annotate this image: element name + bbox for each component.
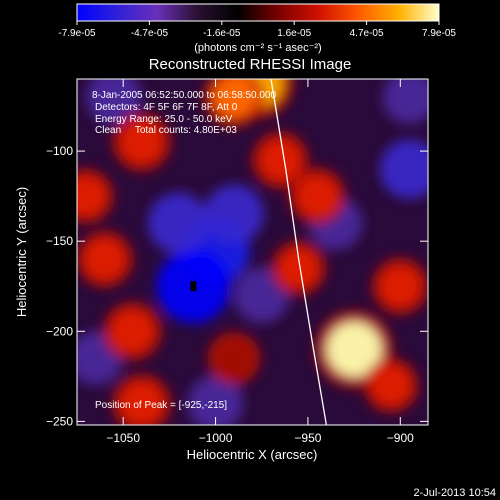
bright-region xyxy=(296,175,338,217)
x-tick-label: −1050 xyxy=(106,431,140,445)
y-axis: −100 −150 −200 −250 xyxy=(46,144,428,428)
annotation-clean-counts: Clean Total counts: 4.80E+03 xyxy=(95,125,237,136)
y-tick-label: −150 xyxy=(46,234,73,248)
bright-region xyxy=(77,176,106,216)
heatmap-area xyxy=(77,79,428,425)
colorbar-ticks: -7.9e-05 -4.7e-05 -1.6e-05 1.6e-05 4.7e-05 7.… xyxy=(58,21,456,39)
y-tick-label: −250 xyxy=(46,414,73,428)
y-tick-label: −100 xyxy=(46,144,73,158)
footer-timestamp: 2-Jul-2013 10:54 xyxy=(413,487,496,499)
annotation-peak-position: Position of Peak = [-925,-215] xyxy=(95,400,227,411)
annotation-detectors: Detectors: 4F 5F 6F 7F 8F, Att 0 xyxy=(95,102,238,113)
colorbar-tick-label: 1.6e-05 xyxy=(277,28,311,39)
bright-region xyxy=(212,79,256,119)
dark-region xyxy=(187,375,244,425)
dark-region xyxy=(148,192,210,254)
x-axis-label: Heliocentric X (arcsec) xyxy=(187,447,318,462)
x-axis: −1050 −1000 −950 −900 xyxy=(106,79,414,445)
bright-region xyxy=(379,265,421,307)
dark-region xyxy=(86,79,142,125)
annotation-energy-range: Energy Range: 25.0 - 50.0 keV xyxy=(95,114,233,125)
colorbar-unit-label: (photons cm⁻² s⁻¹ asec⁻²) xyxy=(194,42,321,54)
plot-frame xyxy=(76,78,429,426)
colorbar xyxy=(76,3,440,22)
bright-region xyxy=(371,365,411,405)
x-tick-label: −900 xyxy=(387,431,414,445)
dark-region xyxy=(382,79,428,124)
dark-region xyxy=(379,139,428,199)
bright-region xyxy=(84,238,126,280)
y-tick-label: −200 xyxy=(46,324,73,338)
colorbar-tick-label: 7.9e-05 xyxy=(422,28,456,39)
y-axis-label: Heliocentric Y (arcsec) xyxy=(14,187,29,317)
x-tick-label: −1000 xyxy=(199,431,233,445)
bright-region xyxy=(120,382,163,425)
peak-marker xyxy=(190,281,197,292)
bright-region xyxy=(111,310,154,353)
x-tick-label: −950 xyxy=(294,431,321,445)
annotation-time-range: 8-Jan-2005 06:52:50.000 to 06:58:50.000 xyxy=(92,90,276,101)
solar-limb-curve xyxy=(270,79,328,425)
bright-region xyxy=(259,139,301,181)
colorbar-tick-label: -1.6e-05 xyxy=(203,28,241,39)
bright-region xyxy=(326,321,382,378)
dark-region xyxy=(204,184,264,244)
colorbar-tick-label: -7.9e-05 xyxy=(58,28,96,39)
bright-region xyxy=(120,121,163,164)
bright-region xyxy=(215,339,253,378)
colorbar-tick-label: -4.7e-05 xyxy=(131,28,169,39)
bright-region xyxy=(279,248,319,288)
colorbar-tick-label: 4.7e-05 xyxy=(350,28,384,39)
chart-title: Reconstructed RHESSI Image xyxy=(149,56,352,73)
